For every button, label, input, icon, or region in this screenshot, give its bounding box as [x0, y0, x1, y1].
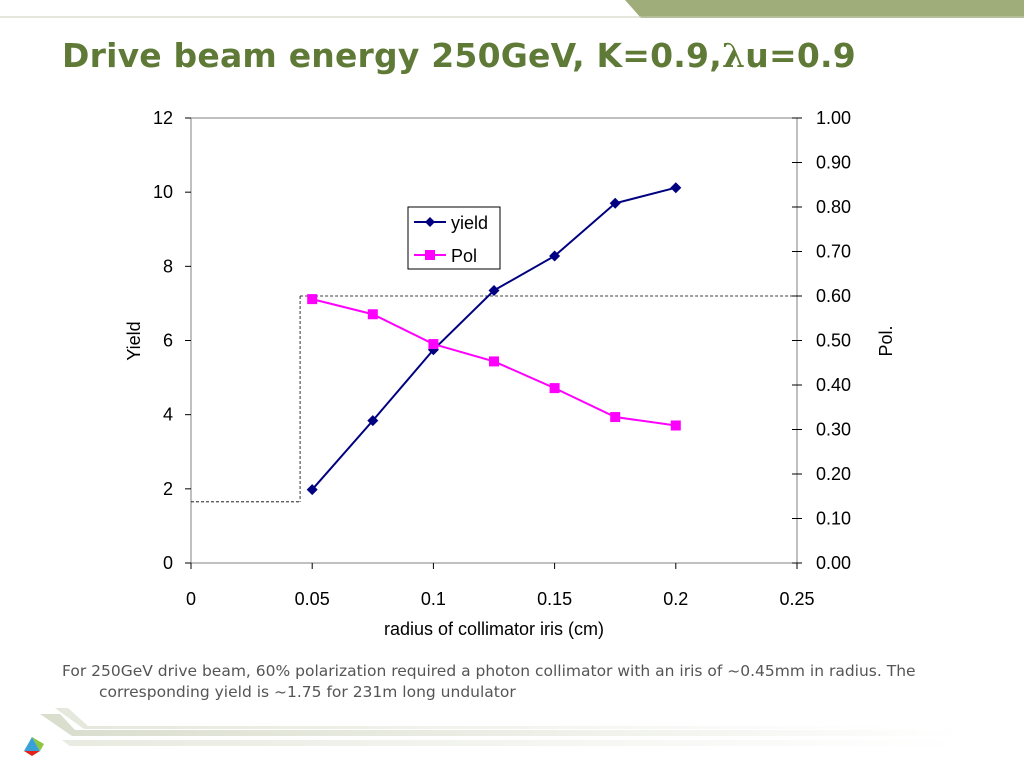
y-tick-label: 10: [153, 182, 173, 202]
pol-data-point: [307, 294, 318, 305]
pol-data-point: [670, 420, 681, 431]
y2-tick-label: 1.00: [816, 108, 851, 128]
pol-data-point: [489, 356, 499, 367]
yield-data-point: [306, 484, 318, 496]
y2-tick-label: 0.40: [816, 375, 851, 395]
lambda-symbol: λ: [721, 36, 746, 75]
footer-decoration: [24, 708, 960, 756]
pol-data-point: [367, 309, 378, 320]
y2-tick-label: 0.00: [816, 553, 851, 573]
legend-box: [407, 206, 501, 270]
x-tick-label: 0.15: [537, 589, 572, 609]
x-tick-label: 0.05: [295, 589, 330, 609]
yield-data-point: [609, 197, 621, 209]
x-tick-label: 0.2: [663, 589, 688, 609]
y2-axis-title: Pol.: [876, 325, 896, 356]
y2-tick-label: 0.20: [816, 464, 851, 484]
yield-pol-chart: 0246810120.000.100.200.300.400.500.600.7…: [124, 108, 896, 639]
legend-yield-label: yield: [451, 213, 488, 233]
y2-tick-label: 0.50: [816, 331, 851, 351]
y-tick-label: 12: [153, 108, 173, 128]
x-tick-label: 0.1: [421, 589, 446, 609]
pol-data-point: [610, 412, 621, 423]
logo-icon: [24, 737, 44, 756]
slide-caption: For 250GeV drive beam, 60% polarization …: [62, 662, 916, 701]
slide-title-prefix: Drive beam energy 250GeV, K=0.9,: [62, 36, 722, 75]
y2-tick-label: 0.80: [816, 197, 851, 217]
yield-data-point: [549, 250, 561, 262]
legend: yield Pol: [407, 206, 501, 270]
y2-tick-label: 0.70: [816, 242, 851, 262]
top-decorative-band: [0, 0, 1024, 18]
y2-tick-label: 0.10: [816, 509, 851, 529]
y2-tick-label: 0.60: [816, 286, 851, 306]
y-tick-label: 4: [163, 405, 173, 425]
x-tick-label: 0.25: [779, 589, 814, 609]
yield-data-point: [670, 182, 682, 194]
y-tick-label: 0: [163, 553, 173, 573]
yield-data-point: [488, 284, 500, 296]
y2-tick-label: 0.90: [816, 153, 851, 173]
y-axis-title: Yield: [124, 321, 144, 360]
yield-data-point: [367, 415, 379, 427]
y-tick-label: 2: [163, 479, 173, 499]
y-tick-label: 6: [163, 331, 173, 351]
slide-title: Drive beam energy 250GeV, K=0.9,λu=0.9: [62, 36, 856, 75]
y-tick-label: 8: [163, 256, 173, 276]
legend-pol-marker: [425, 250, 435, 260]
plot-area: [190, 117, 798, 564]
y2-tick-label: 0.30: [816, 420, 851, 440]
x-axis-title: radius of collimator iris (cm): [384, 619, 604, 639]
x-tick-label: 0: [186, 589, 196, 609]
pol-data-point: [549, 383, 560, 394]
slide-title-suffix: u=0.9: [745, 36, 856, 75]
legend-pol-label: Pol: [451, 246, 477, 266]
pol-data-point: [428, 339, 439, 350]
legend-yield-marker: [425, 217, 435, 227]
